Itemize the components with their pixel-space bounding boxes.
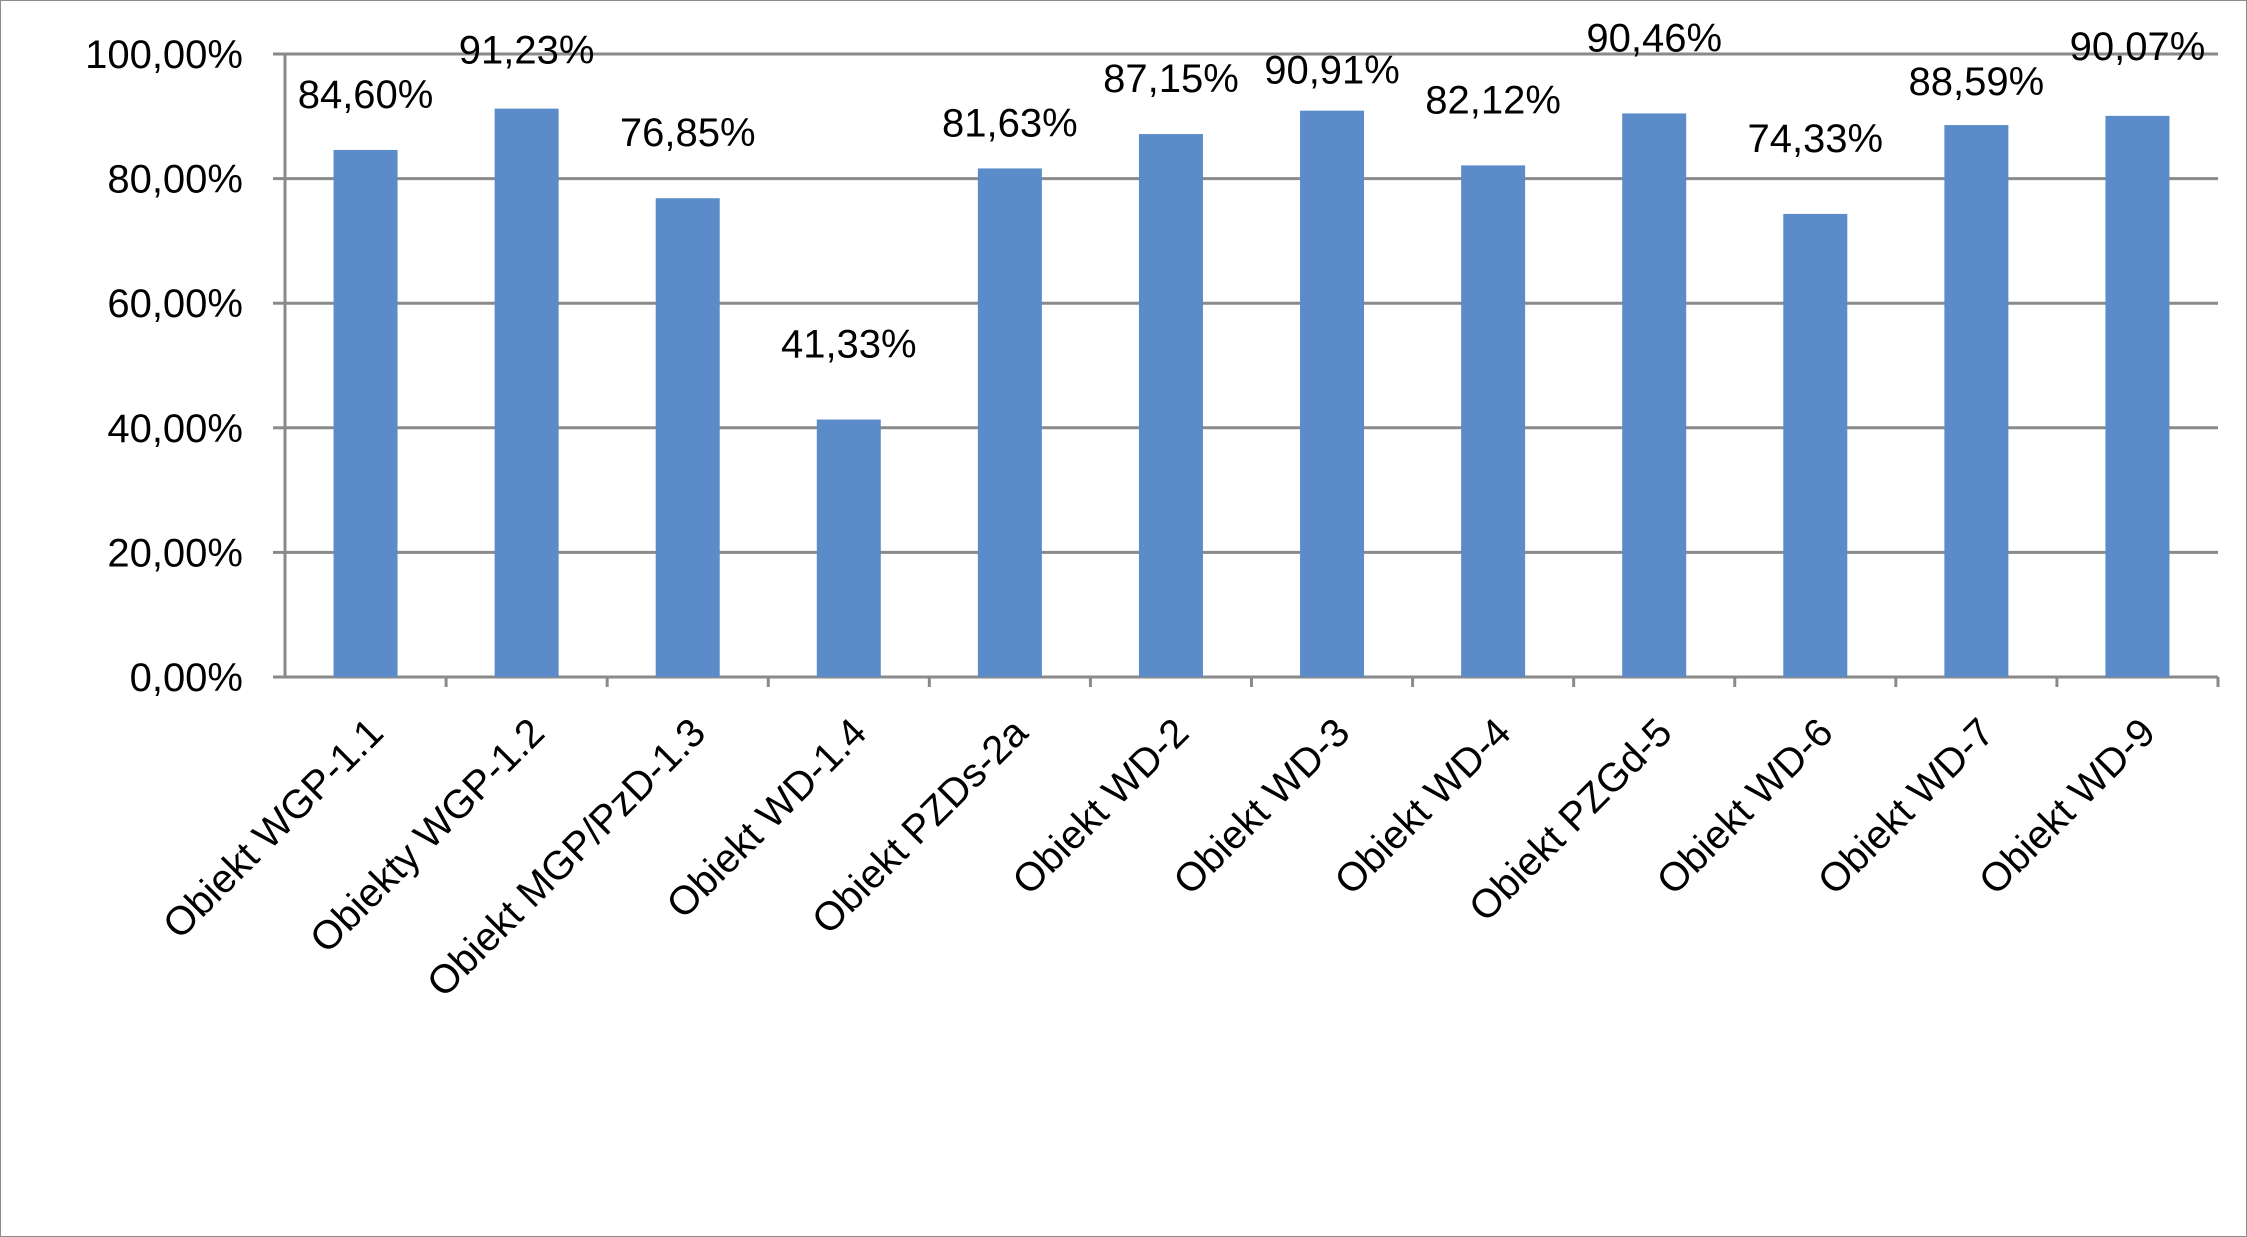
data-label: 90,91% <box>1264 49 1400 93</box>
y-axis-tick-labels: 0,00% 20,00% 40,00% 60,00% 80,00% 100,00% <box>85 33 243 700</box>
gridlines <box>285 52 2218 554</box>
data-label: 81,63% <box>942 101 1078 145</box>
data-labels: 84,60% 91,23% 76,85% 41,33% 81,63% 87,15% 90,9… <box>298 16 2206 366</box>
y-tick-label: 100,00% <box>85 33 243 77</box>
bar <box>2105 115 2170 678</box>
x-category-label: Obiekt MGP/PzD-1.3 <box>419 710 714 1005</box>
y-tick-label: 0,00% <box>130 656 243 700</box>
data-label: 90,46% <box>1586 16 1722 60</box>
y-tick-label: 80,00% <box>107 158 243 202</box>
bar <box>655 198 720 678</box>
bars <box>333 108 2170 678</box>
data-label: 88,59% <box>1909 60 2045 104</box>
data-label: 84,60% <box>298 73 434 117</box>
data-label: 82,12% <box>1425 78 1561 122</box>
bar <box>1138 134 1203 678</box>
data-label: 74,33% <box>1747 117 1883 161</box>
data-label: 91,23% <box>459 29 595 73</box>
bar <box>1783 213 1848 677</box>
y-tick-label: 40,00% <box>107 407 243 451</box>
bar <box>816 419 881 677</box>
bar <box>977 168 1042 677</box>
bar <box>1461 165 1526 677</box>
data-label: 41,33% <box>781 323 917 367</box>
y-tick-label: 20,00% <box>107 531 243 575</box>
data-label: 90,07% <box>2070 25 2206 69</box>
axes <box>273 52 2220 687</box>
y-tick-label: 60,00% <box>107 282 243 326</box>
bar <box>1300 110 1365 678</box>
data-label: 76,85% <box>620 111 756 155</box>
bar <box>333 149 398 677</box>
data-label: 87,15% <box>1103 57 1239 101</box>
bar <box>494 108 559 678</box>
bar <box>1944 125 2009 678</box>
bar <box>1622 113 1687 677</box>
